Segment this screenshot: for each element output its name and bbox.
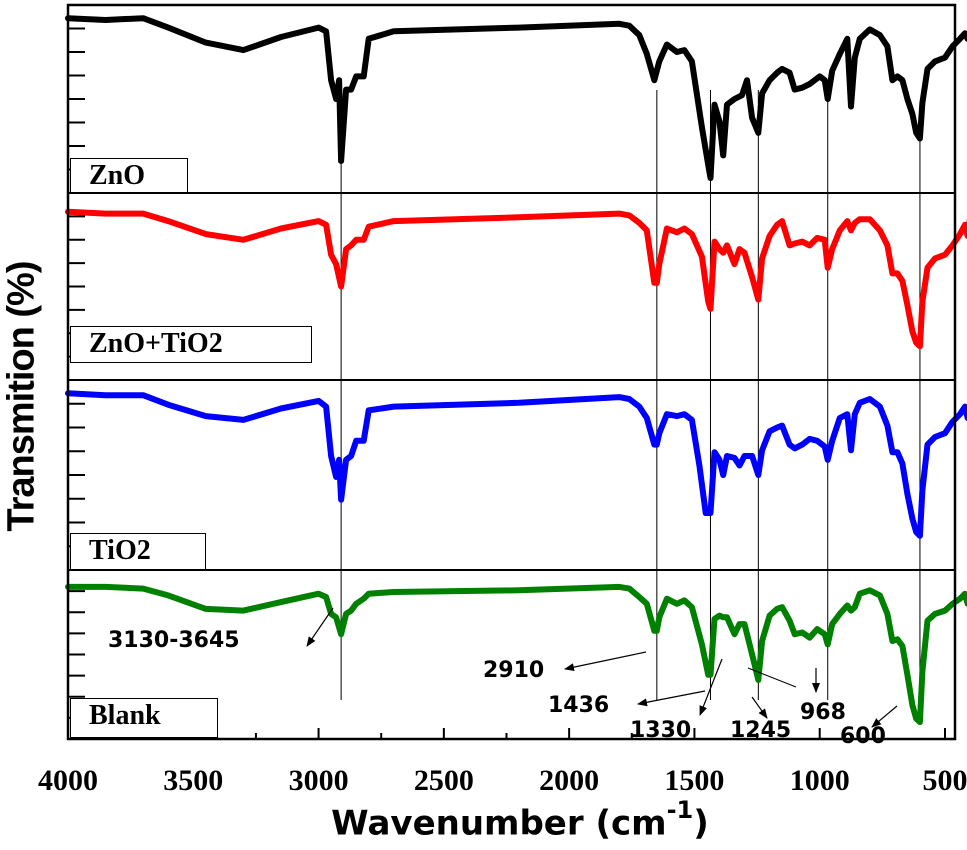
peak-annotation-label: 1330 xyxy=(630,718,692,743)
y-axis-label: Transmition (%) xyxy=(0,261,43,532)
panel-label-tio2: TiO2 xyxy=(70,533,206,570)
peak-annotation-arrows xyxy=(306,607,898,728)
x-tick-label: 3000 xyxy=(288,764,349,797)
peak-annotation-label: 968 xyxy=(800,700,846,725)
peak-annotation-label: 1436 xyxy=(548,693,610,718)
series-line-blank xyxy=(65,583,967,726)
annotation-leader-line xyxy=(747,667,797,688)
x-tick-label: 1500 xyxy=(664,764,725,797)
annotation-arrow xyxy=(699,658,723,716)
x-tick-label: 2000 xyxy=(539,764,600,797)
annotation-arrow xyxy=(564,651,647,672)
peak-annotation-label: 600 xyxy=(840,724,886,749)
x-tick-label: 2500 xyxy=(413,764,474,797)
panel-label-zno-tio2: ZnO+TiO2 xyxy=(70,326,312,363)
x-axis-label-main: Wavenumber (cm xyxy=(331,803,667,844)
x-tick-label: 4000 xyxy=(38,764,98,797)
x-axis-label-close: ) xyxy=(693,803,709,844)
annotation-arrow xyxy=(637,690,706,707)
series-line-zno-tio2 xyxy=(65,208,967,350)
panel-label-zno: ZnO xyxy=(70,158,188,193)
peak-annotation-label: 1245 xyxy=(730,718,792,743)
annotation-arrow xyxy=(751,696,768,719)
x-tick-label: 1000 xyxy=(789,764,850,797)
x-tick-label: 500 xyxy=(922,764,967,797)
plot-frame xyxy=(66,3,957,741)
panel-dividers xyxy=(68,192,955,571)
y-ticks xyxy=(68,27,85,719)
peak-annotation-label: 2910 xyxy=(483,658,545,683)
x-axis-label: Wavenumber (cm-1) xyxy=(270,796,770,844)
x-axis-label-superscript: -1 xyxy=(666,796,694,824)
panel-label-blank: Blank xyxy=(70,698,218,738)
peak-annotation-label: 3130-3645 xyxy=(108,628,240,653)
reference-lines xyxy=(340,90,921,700)
x-ticks xyxy=(129,728,946,739)
annotation-arrow xyxy=(306,607,334,647)
x-tick-label: 3500 xyxy=(163,764,224,797)
series-line-tio2 xyxy=(65,390,967,539)
spectra-series xyxy=(65,15,967,726)
annotation-arrow xyxy=(871,705,898,728)
series-line-zno xyxy=(65,15,967,181)
